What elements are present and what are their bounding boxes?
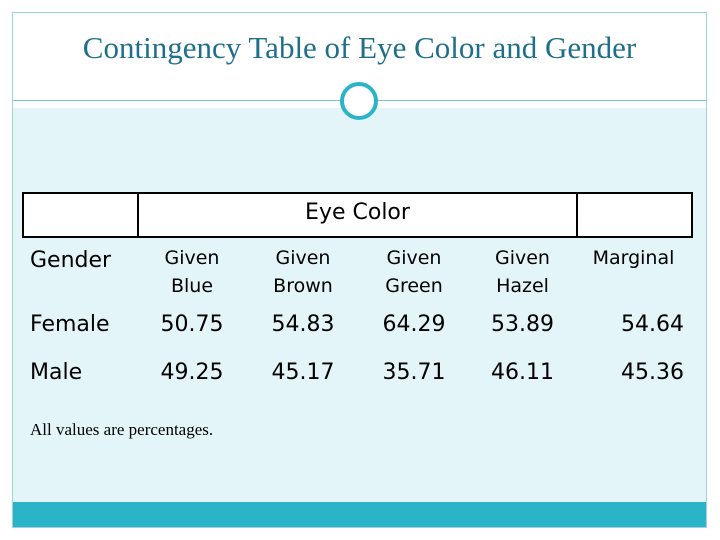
column-header: Given Brown	[273, 247, 333, 297]
table-cell: 45.17	[271, 360, 335, 385]
column-header: Given Blue	[164, 247, 220, 297]
column-header: Given Green	[385, 247, 443, 297]
title-ornament	[340, 82, 378, 120]
group-header: Eye Color	[305, 200, 410, 225]
row-header: Female	[30, 312, 110, 337]
slide-title: Contingency Table of Eye Color and Gende…	[82, 30, 637, 65]
slide-frame	[12, 12, 707, 528]
table-header-box	[22, 192, 693, 238]
column-header: Marginal	[592, 247, 675, 269]
table-cell: 50.75	[160, 312, 224, 337]
column-header: Gender	[30, 248, 112, 273]
table-cell: 53.89	[491, 312, 554, 337]
table-cell: 46.11	[491, 360, 554, 385]
table-cell: 64.29	[382, 312, 446, 337]
table-cell: 49.25	[160, 360, 224, 385]
table-cell: 45.36	[621, 360, 684, 385]
header-divider	[576, 192, 578, 238]
header-divider	[137, 192, 139, 238]
footnote: All values are percentages.	[30, 420, 214, 439]
row-header: Male	[30, 360, 83, 385]
footer-bar	[13, 502, 707, 527]
table-cell: 54.83	[271, 312, 335, 337]
table-cell: 35.71	[382, 360, 446, 385]
content-background	[13, 108, 707, 502]
column-header: Given Hazel	[495, 247, 550, 297]
table-cell: 54.64	[621, 312, 684, 337]
